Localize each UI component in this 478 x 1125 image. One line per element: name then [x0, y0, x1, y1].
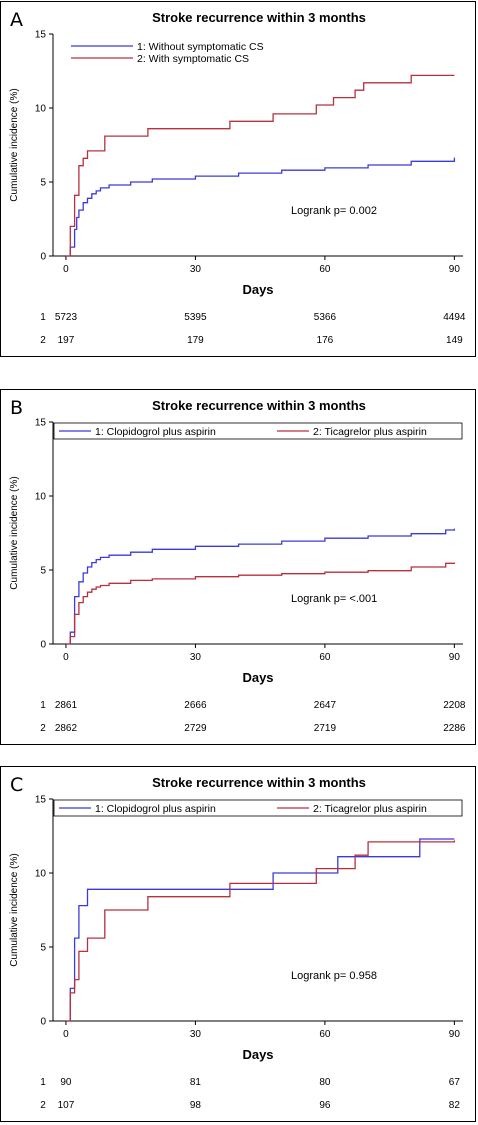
x-tick-label: 90: [449, 264, 461, 275]
x-tick-label: 30: [190, 264, 202, 275]
risk-count: 2861: [55, 700, 78, 711]
risk-row-label: 2: [40, 723, 46, 734]
risk-count: 96: [319, 1100, 331, 1111]
legend-label-2: 2: With symptomatic CS: [137, 53, 249, 65]
x-tick-label: 90: [449, 652, 461, 663]
x-tick-label: 0: [63, 652, 69, 663]
y-axis-label: Cumulative incidence (%): [9, 88, 20, 201]
chart-panel-a: A Stroke recurrence within 3 months 0 5 10 15…: [0, 1, 476, 357]
km-chart-a: A Stroke recurrence within 3 months051015…: [9, 9, 466, 346]
x-tick-label: 60: [319, 652, 331, 663]
risk-count: 5723: [55, 312, 78, 323]
risk-count: 149: [446, 335, 463, 346]
risk-count: 82: [449, 1100, 461, 1111]
series-2-step-line: [65, 562, 456, 645]
risk-count: 5395: [184, 312, 207, 323]
y-tick-label: 10: [35, 104, 47, 115]
panel-letter: C: [10, 774, 23, 796]
x-tick-label: 90: [449, 1029, 461, 1040]
risk-count: 98: [190, 1100, 202, 1111]
x-axis-label: Days: [242, 1047, 273, 1062]
risk-count: 2729: [184, 723, 207, 734]
risk-count: 2862: [55, 723, 78, 734]
risk-count: 176: [317, 335, 334, 346]
risk-count: 197: [58, 335, 75, 346]
series-2-step-line: [65, 840, 456, 1022]
risk-count: 90: [60, 1077, 72, 1088]
legend-box: [53, 799, 463, 817]
risk-count: 4494: [443, 312, 466, 323]
panel-letter: B: [10, 397, 23, 419]
x-tick-label: 0: [63, 264, 69, 275]
risk-count: 5366: [314, 312, 337, 323]
risk-row-label: 2: [40, 1100, 46, 1111]
legend-box: [53, 422, 463, 440]
risk-count: 67: [449, 1077, 461, 1088]
series-2-step-line: [65, 74, 455, 257]
risk-row-label: 2: [40, 335, 46, 346]
risk-count: 2647: [314, 700, 337, 711]
x-tick-label: 60: [319, 264, 331, 275]
km-chart-b: B Stroke recurrence within 3 months051015…: [9, 397, 466, 734]
y-axis-label: Cumulative incidence (%): [9, 853, 20, 966]
y-axis-label: Cumulative incidence (%): [9, 476, 20, 589]
legend-label-2: 2: Ticagrelor plus aspirin: [313, 426, 427, 438]
risk-count: 81: [190, 1077, 202, 1088]
chart-panel-b: B Stroke recurrence within 3 months 0 5 10 15…: [0, 389, 476, 745]
logrank-annotation: Logrank p= <.001: [291, 593, 377, 605]
chart-panel-c: C Stroke recurrence within 3 months 0 5 10 15…: [0, 766, 476, 1122]
x-tick-label: 30: [190, 1029, 202, 1040]
y-tick-label: 0: [40, 252, 46, 263]
y-tick-label: 5: [40, 178, 46, 189]
risk-count: 2719: [314, 723, 337, 734]
x-axis-label: Days: [242, 670, 273, 685]
logrank-annotation: Logrank p= 0.958: [291, 970, 377, 982]
series-1-step-line: [65, 528, 456, 645]
x-axis-label: Days: [242, 282, 273, 297]
risk-count: 2208: [443, 700, 466, 711]
x-tick-label: 60: [319, 1029, 331, 1040]
y-tick-label: 0: [40, 1017, 46, 1028]
km-chart-c: C Stroke recurrence within 3 months051015…: [9, 774, 463, 1111]
y-tick-label: 5: [40, 566, 46, 577]
risk-count: 80: [319, 1077, 331, 1088]
y-tick-label: 15: [35, 418, 47, 429]
legend-label-1: 1: Clopidogrol plus aspirin: [95, 803, 216, 815]
y-tick-label: 10: [35, 869, 47, 880]
y-tick-label: 0: [40, 640, 46, 651]
legend-label-1: 1: Without symptomatic CS: [137, 41, 264, 53]
y-tick-label: 5: [40, 943, 46, 954]
chart-title: Stroke recurrence within 3 months: [152, 10, 366, 25]
y-tick-label: 15: [35, 795, 47, 806]
series-1-step-line: [65, 838, 455, 1022]
panel-letter: A: [10, 9, 23, 31]
x-tick-label: 0: [63, 1029, 69, 1040]
risk-count: 179: [187, 335, 204, 346]
risk-count: 2286: [443, 723, 466, 734]
legend-label-1: 1: Clopidogrol plus aspirin: [95, 426, 216, 438]
risk-count: 2666: [184, 700, 207, 711]
risk-count: 107: [58, 1100, 75, 1111]
risk-row-label: 1: [40, 312, 46, 323]
y-tick-label: 15: [35, 30, 47, 41]
chart-title: Stroke recurrence within 3 months: [152, 398, 366, 413]
legend-label-2: 2: Ticagrelor plus aspirin: [313, 803, 427, 815]
logrank-annotation: Logrank p= 0.002: [291, 205, 377, 217]
risk-row-label: 1: [40, 700, 46, 711]
chart-title: Stroke recurrence within 3 months: [152, 775, 366, 790]
series-1-step-line: [65, 157, 456, 257]
y-tick-label: 10: [35, 492, 47, 503]
x-tick-label: 30: [190, 652, 202, 663]
risk-row-label: 1: [40, 1077, 46, 1088]
